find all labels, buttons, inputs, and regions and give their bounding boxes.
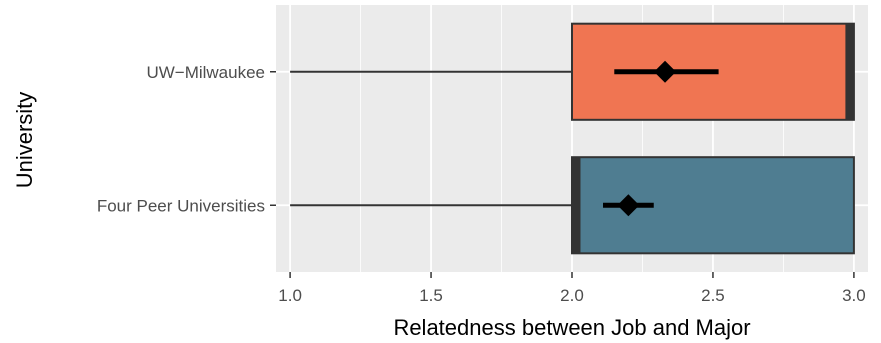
box-group xyxy=(290,156,855,255)
y-tick-label: Four Peer Universities xyxy=(97,196,265,215)
x-tick-label: 2.0 xyxy=(560,286,584,305)
x-tick-label: 3.0 xyxy=(842,286,866,305)
x-axis-ticks: 1.0 1.5 2.0 2.5 3.0 xyxy=(278,272,866,305)
mean-point xyxy=(617,194,640,217)
y-axis-title: University xyxy=(12,92,37,189)
y-tick-label: UW−Milwaukee xyxy=(146,63,265,82)
x-tick-label: 2.5 xyxy=(701,286,725,305)
y-axis-ticks: UW−Milwaukee Four Peer Universities xyxy=(97,63,276,215)
box-group xyxy=(290,22,855,121)
x-axis-title: Relatedness between Job and Major xyxy=(393,315,750,340)
boxes-layer xyxy=(290,22,855,255)
mean-point xyxy=(654,60,677,83)
x-tick-label: 1.5 xyxy=(419,286,443,305)
x-tick-label: 1.0 xyxy=(278,286,302,305)
